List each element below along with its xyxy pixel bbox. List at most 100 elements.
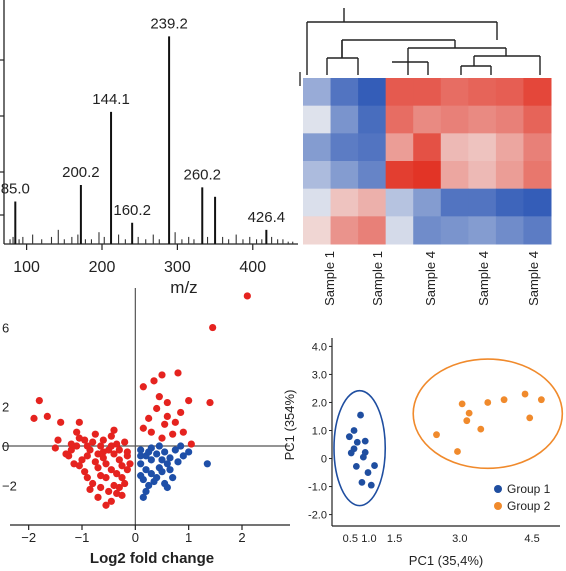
pca-x-tick-label: 1.0 (361, 533, 376, 545)
dendrogram-branch (460, 65, 492, 75)
volcano-point (171, 418, 179, 426)
heatmap-cell (523, 105, 552, 134)
volcano-point (206, 398, 214, 407)
pca-point (454, 448, 461, 455)
volcano-point (115, 456, 123, 464)
heatmap-cell (495, 78, 524, 107)
volcano-point (126, 460, 134, 468)
pca-x-tick-label: 1.5 (387, 533, 402, 545)
volcano-y-tick-label: 2 (2, 400, 9, 415)
heatmap-dendrogram (306, 8, 541, 75)
volcano-point (153, 474, 161, 482)
volcano-point (163, 412, 171, 420)
volcano-point (171, 446, 179, 454)
volcano-point (35, 397, 43, 405)
volcano-y-tick-label: 6 (2, 321, 9, 336)
volcano-point (177, 442, 185, 450)
heatmap-cell (358, 78, 387, 107)
volcano-point (163, 398, 171, 407)
heatmap-cell (385, 133, 414, 162)
heatmap-cell (523, 78, 552, 107)
volcano-point (137, 446, 145, 454)
volcano-point (161, 448, 169, 456)
heatmap-cell (495, 105, 524, 134)
volcano-point (57, 418, 65, 426)
pca-point (500, 396, 508, 404)
heatmap-cell (523, 161, 552, 190)
volcano-point (203, 460, 211, 468)
volcano-point (145, 448, 153, 456)
heatmap-cell (385, 105, 414, 134)
heatmap-cell (495, 133, 524, 162)
volcano-point (83, 474, 91, 482)
volcano-x-tick-label: 0 (132, 530, 139, 545)
heatmap-cell (413, 188, 442, 217)
heatmap-cell (303, 78, 332, 107)
volcano-point (78, 456, 86, 464)
ms-peak-label: 160.2 (113, 202, 151, 219)
heatmap-cell (385, 78, 414, 107)
pca-group-ellipse (412, 358, 564, 470)
volcano-plot-panel: −2 −1 0 1 2 −2 0 2 6 Log2 fold change (2, 288, 290, 567)
volcano-point (75, 418, 83, 426)
heatmap-cell (468, 216, 497, 245)
heatmap-cell (330, 216, 359, 245)
volcano-point (89, 479, 97, 488)
pca-point (484, 399, 492, 406)
volcano-point (139, 383, 147, 391)
volcano-point (105, 487, 113, 496)
heatmap-column-label: Sample 4 (526, 251, 541, 306)
volcano-point (177, 408, 185, 417)
pca-point (350, 427, 358, 434)
heatmap-cell (468, 161, 497, 190)
volcano-point (209, 323, 217, 332)
volcano-point (137, 472, 145, 480)
volcano-point (99, 436, 107, 444)
volcano-point (110, 481, 118, 490)
pca-point (358, 478, 366, 486)
pca-y-tick-label: -2.0 (308, 510, 327, 522)
volcano-point (97, 472, 105, 480)
dendrogram-branch (407, 40, 507, 75)
pca-point (350, 445, 358, 453)
volcano-point (158, 434, 166, 442)
volcano-point (89, 438, 97, 446)
heatmap-cell (358, 161, 387, 190)
volcano-point (99, 454, 107, 462)
volcano-x-tick-label: 2 (238, 530, 245, 545)
volcano-point (123, 448, 131, 456)
volcano-point (107, 442, 115, 450)
dendrogram-branch (341, 39, 455, 58)
heatmap-cell (330, 161, 359, 190)
volcano-point (161, 479, 169, 488)
volcano-y-tick-label: −2 (2, 479, 17, 494)
heatmap-cell (440, 105, 469, 134)
mass-spectrum-panel: 100 200 300 400 85.0 200.2 144.1 160.2 239.2 260… (0, 0, 298, 297)
heatmap-cell (523, 216, 552, 245)
pca-point (361, 437, 369, 445)
volcano-point (187, 440, 195, 448)
heatmap-cell (330, 188, 359, 217)
volcano-point (118, 474, 126, 482)
pca-y-tick-label: 1.0 (312, 426, 327, 438)
heatmap-cell (523, 188, 552, 217)
volcano-point (166, 454, 174, 462)
heatmap-cell (303, 188, 332, 217)
volcano-point (51, 444, 59, 452)
heatmap-cell (358, 105, 387, 134)
volcano-point (102, 501, 110, 509)
ms-x-tick-label: 400 (239, 259, 266, 276)
heatmap-cell (495, 161, 524, 190)
heatmap-cell (495, 188, 524, 217)
volcano-x-tick-label: −1 (75, 530, 90, 545)
pca-legend: Group 1 Group 2 (494, 482, 551, 513)
volcano-point (142, 487, 150, 496)
volcano-point (147, 470, 155, 478)
pca-x-tick-label: 0.5 (343, 533, 358, 545)
volcano-point (145, 414, 153, 422)
volcano-point (107, 466, 115, 474)
heatmap-cell (303, 105, 332, 134)
volcano-point (169, 474, 177, 482)
pca-y-tick-label: 4.0 (312, 341, 327, 353)
volcano-point (110, 450, 118, 458)
